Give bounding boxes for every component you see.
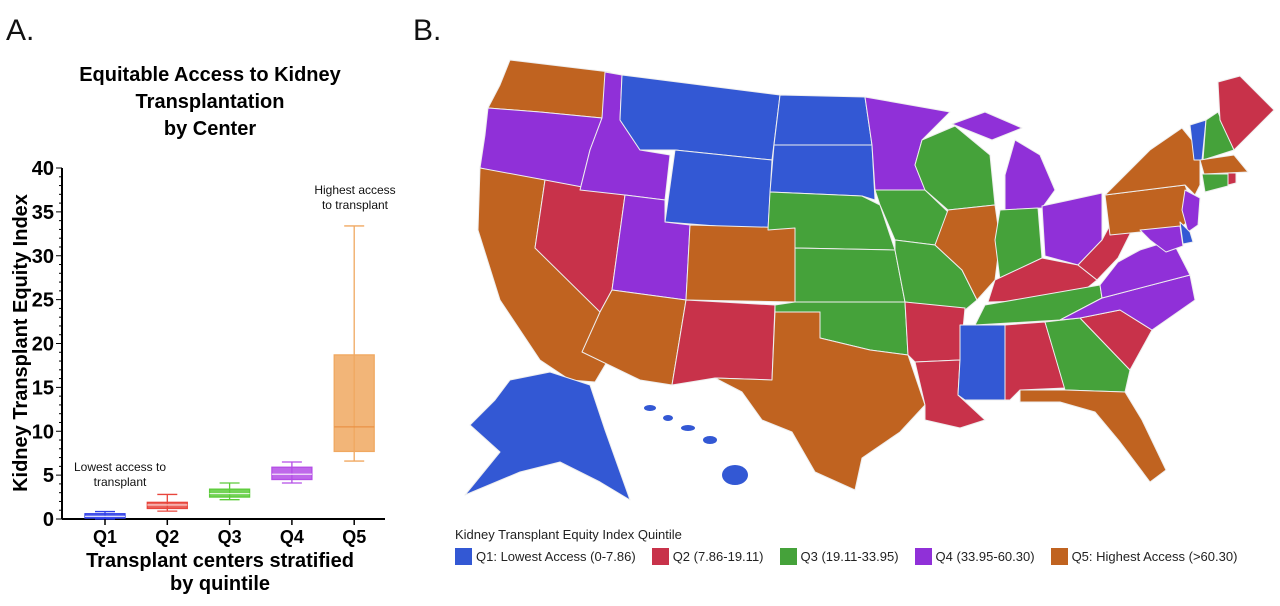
state-nj [1181, 189, 1201, 233]
state-me [1217, 75, 1275, 151]
box-chart-title: Equitable Access to Kidney Transplantati… [60, 62, 360, 143]
state-ny [1104, 127, 1201, 196]
annotation-line: to transplant [321, 198, 389, 212]
x-axis-label: Transplant centers stratified by quintil… [60, 550, 380, 596]
annotation-low: Lowest access to transplant [60, 460, 180, 490]
state-hi [663, 415, 673, 421]
y-tick-label: 0 [43, 509, 54, 531]
title-line: Transplantation [135, 91, 285, 113]
state-co [685, 224, 796, 303]
state-il [934, 204, 1001, 301]
y-tick-label: 15 [32, 377, 54, 399]
state-hi [722, 465, 748, 485]
annotation-line: Highest access [314, 183, 396, 197]
state-ma [1199, 154, 1249, 175]
legend-label: Q5: Highest Access (>60.30) [1071, 549, 1238, 564]
legend-label: Q4 (33.95-60.30) [935, 549, 1035, 564]
legend-swatch [914, 548, 932, 565]
state-hi [681, 425, 695, 431]
annotation-line: Lowest access to [73, 460, 167, 474]
legend-item: Q4 (33.95-60.30) [914, 548, 1035, 565]
legend-swatch [455, 548, 472, 565]
y-tick-label: 35 [32, 202, 54, 224]
state-mt [619, 74, 781, 161]
legend-label: Q2 (7.86-19.11) [672, 549, 764, 564]
state-ri [1227, 172, 1237, 186]
panel-label-b: B. [413, 14, 442, 47]
y-tick-label: 5 [43, 465, 54, 487]
state-hi [644, 405, 656, 411]
state-ct [1201, 173, 1229, 193]
y-tick-label: 30 [32, 246, 54, 268]
box-Q5 [333, 354, 375, 453]
x-tick-label: Q5 [342, 527, 366, 547]
state-mi [951, 111, 1023, 141]
legend-item: Q1: Lowest Access (0-7.86) [455, 548, 636, 565]
state-mi [1004, 139, 1056, 211]
title-line: by Center [163, 118, 257, 140]
legend-label: Q1: Lowest Access (0-7.86) [476, 549, 636, 564]
state-nd [773, 94, 873, 146]
state-ak [464, 371, 631, 501]
state-wy [664, 149, 773, 231]
state-ms [957, 324, 1006, 401]
legend-item: Q3 (19.11-33.95) [779, 548, 899, 565]
x-tick-label: Q4 [280, 527, 304, 547]
y-tick-label: 25 [32, 290, 54, 312]
y-axis-label: Kidney Transplant Equity Index [10, 194, 32, 492]
legend-swatch [779, 548, 797, 565]
legend-title: Kidney Transplant Equity Index Quintile [455, 527, 682, 542]
state-nm [671, 299, 776, 386]
x-tick-label: Q2 [155, 527, 179, 547]
title-line: Equitable Access to Kidney [79, 64, 341, 86]
legend-label: Q3 (19.11-33.95) [800, 549, 899, 564]
state-ks [794, 247, 906, 303]
state-sd [769, 144, 876, 201]
legend-item: Q5: Highest Access (>60.30) [1050, 548, 1238, 565]
legend-item: Q2 (7.86-19.11) [651, 548, 764, 565]
annotation-high: Highest access to transplant [295, 183, 415, 213]
panel-label-a: A. [6, 14, 35, 47]
state-tx [714, 311, 926, 491]
state-md [1139, 225, 1184, 253]
y-tick-label: 40 [32, 158, 54, 180]
state-hi [703, 436, 717, 444]
annotation-line: transplant [93, 475, 147, 489]
map-legend: Q1: Lowest Access (0-7.86) Q2 (7.86-19.11… [455, 548, 1237, 565]
box-Q4 [271, 466, 313, 481]
legend-swatch [651, 548, 669, 565]
x-label-line: by quintile [170, 573, 270, 595]
state-ar [904, 301, 966, 363]
x-label-line: Transplant centers stratified [86, 550, 354, 572]
legend-swatch [1050, 548, 1068, 565]
x-tick-label: Q3 [218, 527, 242, 547]
state-fl [1019, 389, 1167, 483]
x-tick-label: Q1 [93, 527, 117, 547]
y-tick-label: 20 [32, 334, 54, 356]
y-tick-label: 10 [32, 421, 54, 443]
